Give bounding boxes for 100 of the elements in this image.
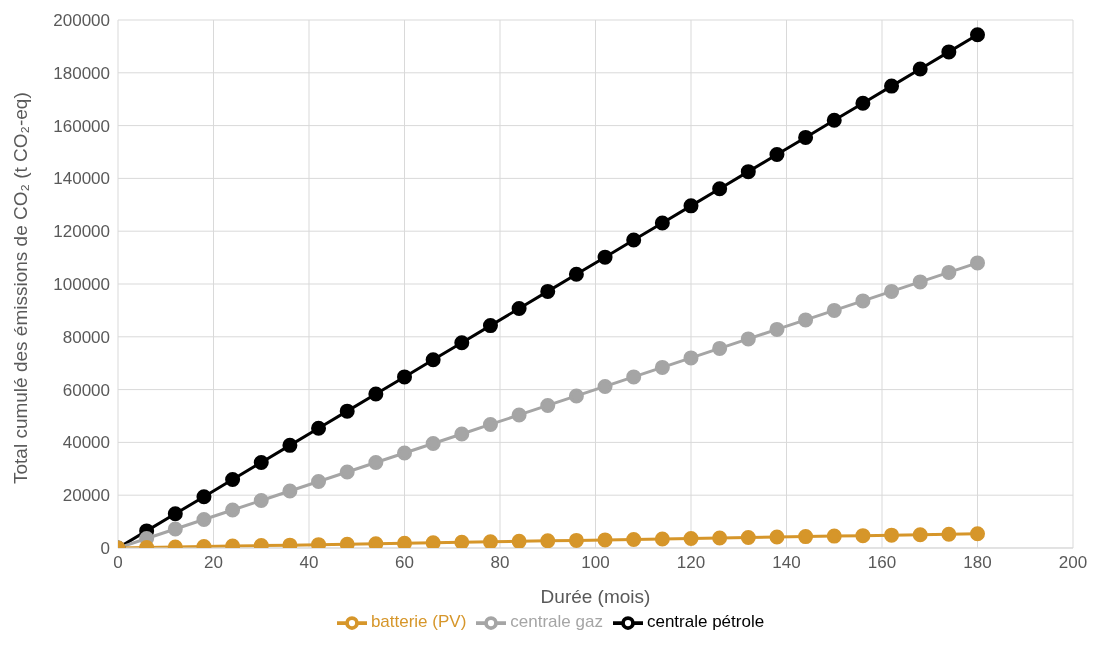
point xyxy=(339,464,355,480)
point xyxy=(941,526,957,542)
point xyxy=(798,312,814,328)
point xyxy=(826,528,842,544)
point xyxy=(282,437,298,453)
y-tick-label: 180000 xyxy=(53,63,110,83)
point xyxy=(941,44,957,60)
point xyxy=(798,529,814,545)
point xyxy=(425,352,441,368)
point xyxy=(397,445,412,461)
point xyxy=(740,331,756,347)
point xyxy=(683,350,699,366)
y-tick-label: 120000 xyxy=(53,222,110,242)
point xyxy=(311,420,327,436)
point xyxy=(769,321,785,337)
y-tick-label: 60000 xyxy=(62,380,110,400)
point xyxy=(167,506,183,522)
x-tick-label: 200 xyxy=(1058,553,1088,573)
point xyxy=(196,489,212,505)
point xyxy=(712,530,728,546)
point xyxy=(368,386,384,402)
point xyxy=(568,388,584,404)
point xyxy=(884,527,900,543)
point xyxy=(826,302,842,318)
point xyxy=(540,533,556,548)
point xyxy=(654,531,670,547)
point xyxy=(397,535,412,548)
y-tick-label: 20000 xyxy=(62,486,110,506)
point xyxy=(912,61,928,77)
x-tick-label: 40 xyxy=(299,553,319,573)
point xyxy=(568,532,584,548)
point xyxy=(568,266,584,282)
point xyxy=(482,534,498,548)
point xyxy=(540,283,556,299)
y-tick-label: 80000 xyxy=(62,327,110,347)
x-axis-title: Durée (mois) xyxy=(540,586,651,607)
point xyxy=(798,129,814,145)
point xyxy=(683,531,699,546)
point xyxy=(654,215,670,231)
y-tick-label: 140000 xyxy=(53,169,110,189)
legend-label: centrale pétrole xyxy=(646,612,765,632)
point xyxy=(368,454,384,470)
point xyxy=(597,532,613,548)
point xyxy=(970,526,985,542)
point xyxy=(253,492,269,508)
y-tick-label: 40000 xyxy=(62,433,110,453)
point xyxy=(626,232,642,248)
point xyxy=(339,536,355,548)
point xyxy=(225,502,241,518)
x-tick-label: 140 xyxy=(772,553,801,573)
point xyxy=(626,531,642,547)
point xyxy=(253,454,269,470)
point xyxy=(368,536,384,548)
point xyxy=(425,535,441,548)
y-tick-label: 160000 xyxy=(53,116,110,136)
point xyxy=(482,318,498,334)
point xyxy=(454,335,470,351)
point xyxy=(884,283,900,299)
point xyxy=(626,369,642,385)
point xyxy=(397,369,412,385)
point xyxy=(912,274,928,290)
point xyxy=(769,529,785,545)
point xyxy=(339,403,355,419)
legend-label: batterie (PV) xyxy=(370,612,467,632)
point xyxy=(540,397,556,413)
x-tick-label: 0 xyxy=(113,553,123,573)
point xyxy=(311,473,327,489)
point xyxy=(740,530,756,546)
x-tick-label: 120 xyxy=(676,553,706,573)
point xyxy=(454,426,470,442)
y-tick-label: 100000 xyxy=(53,275,110,295)
x-tick-label: 20 xyxy=(204,553,223,573)
point xyxy=(282,483,298,499)
point xyxy=(855,528,871,544)
x-tick-label: 80 xyxy=(490,553,510,573)
point xyxy=(482,416,498,432)
point xyxy=(683,198,699,214)
point xyxy=(425,435,441,451)
point xyxy=(712,340,728,356)
point xyxy=(884,78,900,94)
point xyxy=(597,249,613,265)
y-axis-title: Total cumulé des émissions de CO₂ (t CO₂-eq) xyxy=(9,92,31,484)
point xyxy=(454,534,470,548)
point xyxy=(511,407,527,423)
x-tick-label: 160 xyxy=(867,553,897,573)
point xyxy=(970,27,985,43)
point xyxy=(740,164,756,180)
point xyxy=(970,255,985,271)
x-tick-label: 180 xyxy=(963,553,992,573)
point xyxy=(712,181,728,197)
point xyxy=(654,359,670,375)
point xyxy=(225,472,241,488)
legend-label: centrale gaz xyxy=(510,612,603,632)
point xyxy=(941,264,957,280)
point xyxy=(597,378,613,394)
point xyxy=(167,521,183,537)
point xyxy=(912,527,928,543)
y-tick-label: 200000 xyxy=(53,11,110,31)
point xyxy=(511,533,527,548)
y-tick-label: 0 xyxy=(100,539,110,559)
